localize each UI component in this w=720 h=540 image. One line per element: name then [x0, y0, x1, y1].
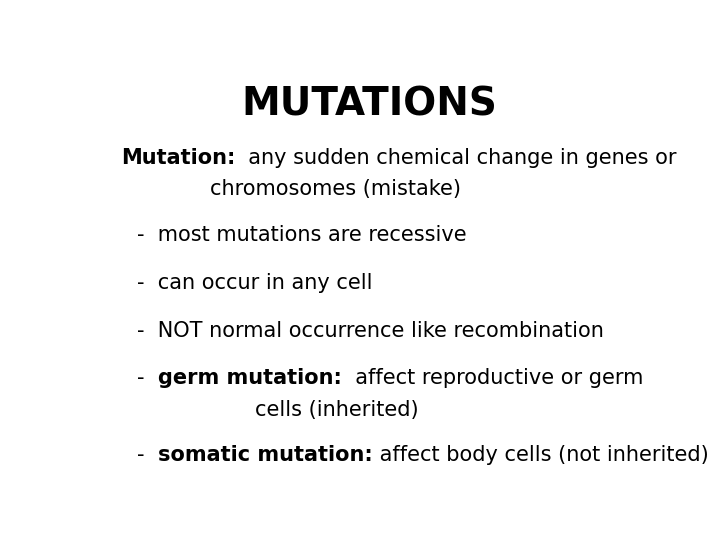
Text: -  most mutations are recessive: - most mutations are recessive — [138, 225, 467, 245]
Text: germ mutation:: germ mutation: — [158, 368, 342, 388]
Text: affect body cells (not inherited): affect body cells (not inherited) — [373, 446, 708, 465]
Text: -: - — [138, 446, 158, 465]
Text: somatic mutation:: somatic mutation: — [158, 446, 373, 465]
Text: -  NOT normal occurrence like recombination: - NOT normal occurrence like recombinati… — [138, 321, 604, 341]
Text: any sudden chemical change in genes or: any sudden chemical change in genes or — [235, 148, 677, 168]
Text: -  can occur in any cell: - can occur in any cell — [138, 273, 373, 293]
Text: cells (inherited): cells (inherited) — [255, 400, 418, 420]
Text: Mutation:: Mutation: — [121, 148, 235, 168]
Text: affect reproductive or germ: affect reproductive or germ — [342, 368, 644, 388]
Text: -: - — [138, 368, 158, 388]
Text: MUTATIONS: MUTATIONS — [241, 85, 497, 124]
Text: chromosomes (mistake): chromosomes (mistake) — [210, 179, 461, 199]
